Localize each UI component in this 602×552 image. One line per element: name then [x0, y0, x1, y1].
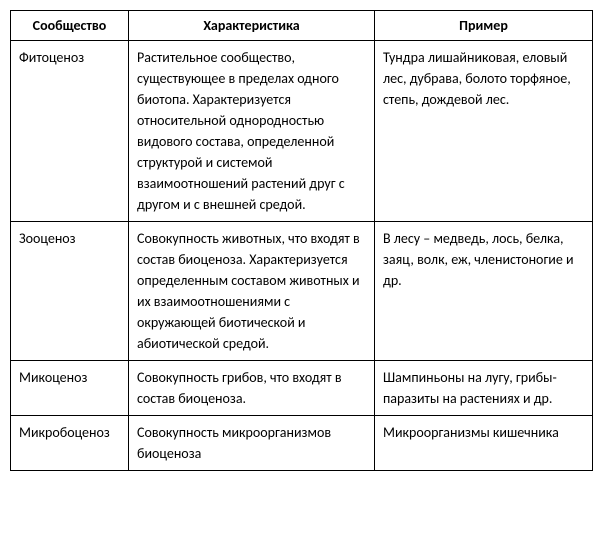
- table-row: Микробоценоз Совокупность микроорганизмо…: [11, 416, 593, 471]
- biocoenosis-table: Сообщество Характеристика Пример Фитоцен…: [10, 10, 593, 471]
- cell-community: Фитоценоз: [11, 41, 129, 222]
- col-header-community: Сообщество: [11, 11, 129, 41]
- cell-characteristic: Совокупность грибов, что входят в состав…: [129, 361, 375, 416]
- cell-example: Микроорганизмы кишечника: [375, 416, 593, 471]
- cell-example: Тундра лишайниковая, еловый лес, дубрава…: [375, 41, 593, 222]
- table-row: Фитоценоз Растительное сообщество, сущес…: [11, 41, 593, 222]
- table-header-row: Сообщество Характеристика Пример: [11, 11, 593, 41]
- table-row: Микоценоз Совокупность грибов, что входя…: [11, 361, 593, 416]
- cell-characteristic: Совокупность микроорганизмов биоценоза: [129, 416, 375, 471]
- cell-community: Зооценоз: [11, 222, 129, 361]
- table-row: Зооценоз Совокупность животных, что вход…: [11, 222, 593, 361]
- cell-characteristic: Совокупность животных, что входят в сост…: [129, 222, 375, 361]
- cell-community: Микробоценоз: [11, 416, 129, 471]
- cell-example: Шампиньоны на лугу, грибы-паразиты на ра…: [375, 361, 593, 416]
- cell-example: В лесу – медведь, лось, белка, заяц, вол…: [375, 222, 593, 361]
- cell-characteristic: Растительное сообщество, существующее в …: [129, 41, 375, 222]
- cell-community: Микоценоз: [11, 361, 129, 416]
- col-header-characteristic: Характеристика: [129, 11, 375, 41]
- col-header-example: Пример: [375, 11, 593, 41]
